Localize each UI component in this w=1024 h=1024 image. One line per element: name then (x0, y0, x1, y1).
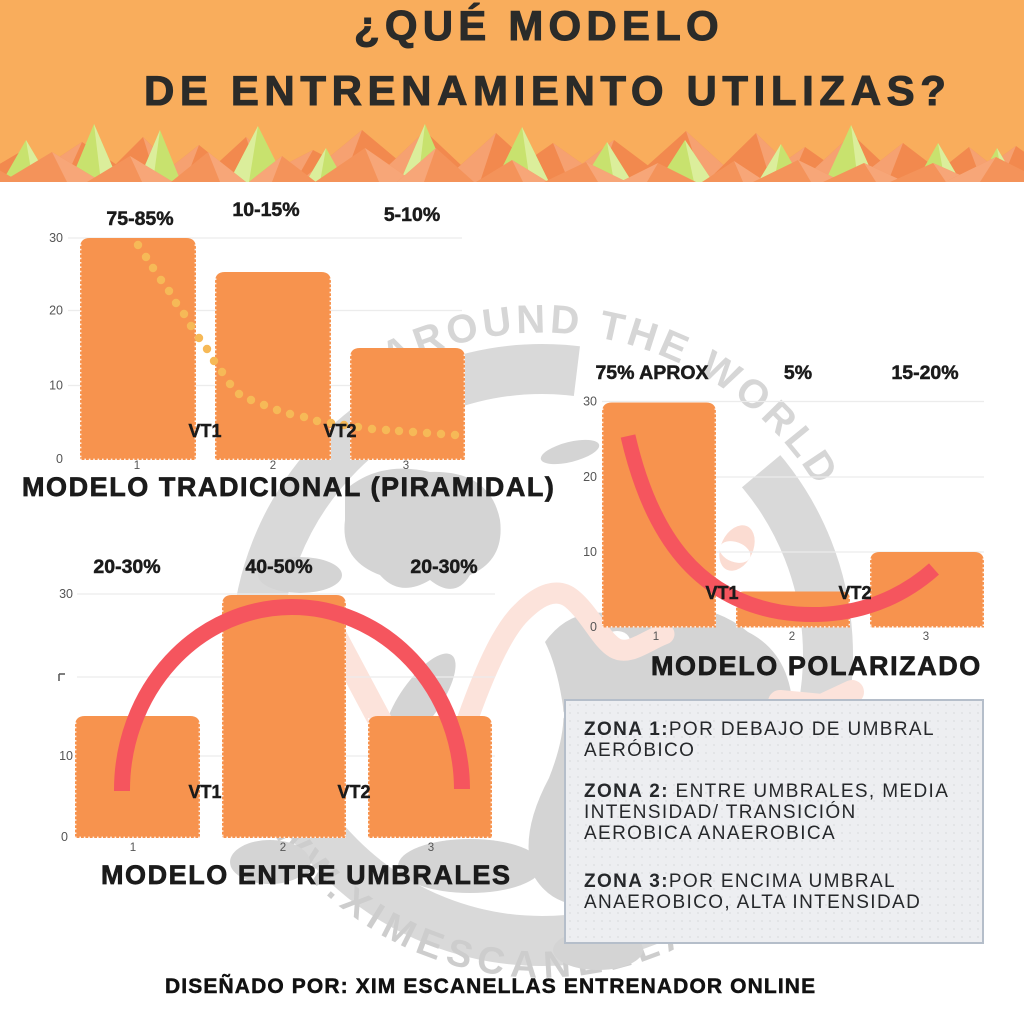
svg-text:1: 1 (130, 842, 136, 854)
svg-text:2: 2 (270, 460, 276, 472)
svg-text:10: 10 (49, 379, 63, 393)
svg-text:2: 2 (789, 631, 795, 643)
svg-text:30: 30 (59, 587, 73, 601)
svg-text:75% APROX: 75% APROX (595, 362, 708, 384)
svg-text:20-30%: 20-30% (410, 556, 477, 578)
svg-text:3: 3 (403, 460, 409, 472)
svg-text:VT2: VT2 (838, 583, 871, 603)
svg-text:VT1: VT1 (188, 782, 221, 802)
svg-text:75-85%: 75-85% (106, 208, 173, 230)
svg-text:1: 1 (134, 460, 140, 472)
svg-text:1: 1 (653, 631, 659, 643)
svg-text:10: 10 (583, 545, 597, 559)
svg-text:0: 0 (590, 620, 597, 634)
svg-text:20: 20 (583, 470, 597, 484)
svg-text:0: 0 (56, 452, 63, 466)
svg-text:15-20%: 15-20% (891, 362, 958, 384)
svg-text:VT1: VT1 (705, 583, 738, 603)
svg-text:20-30%: 20-30% (93, 556, 160, 578)
svg-text:10-15%: 10-15% (232, 199, 299, 221)
svg-text:3: 3 (428, 842, 434, 854)
svg-text:3: 3 (923, 631, 929, 643)
svg-text:30: 30 (49, 231, 63, 245)
svg-text:30: 30 (583, 395, 597, 409)
svg-text:VT1: VT1 (188, 421, 221, 441)
svg-text:10: 10 (59, 749, 73, 763)
svg-text:VT2: VT2 (323, 421, 356, 441)
svg-text:20: 20 (49, 304, 63, 318)
svg-text:0: 0 (61, 830, 68, 844)
svg-text:2: 2 (280, 842, 286, 854)
svg-text:5%: 5% (784, 362, 812, 384)
svg-text:VT2: VT2 (337, 782, 370, 802)
svg-text:5-10%: 5-10% (384, 204, 440, 226)
svg-text:40-50%: 40-50% (245, 556, 312, 578)
